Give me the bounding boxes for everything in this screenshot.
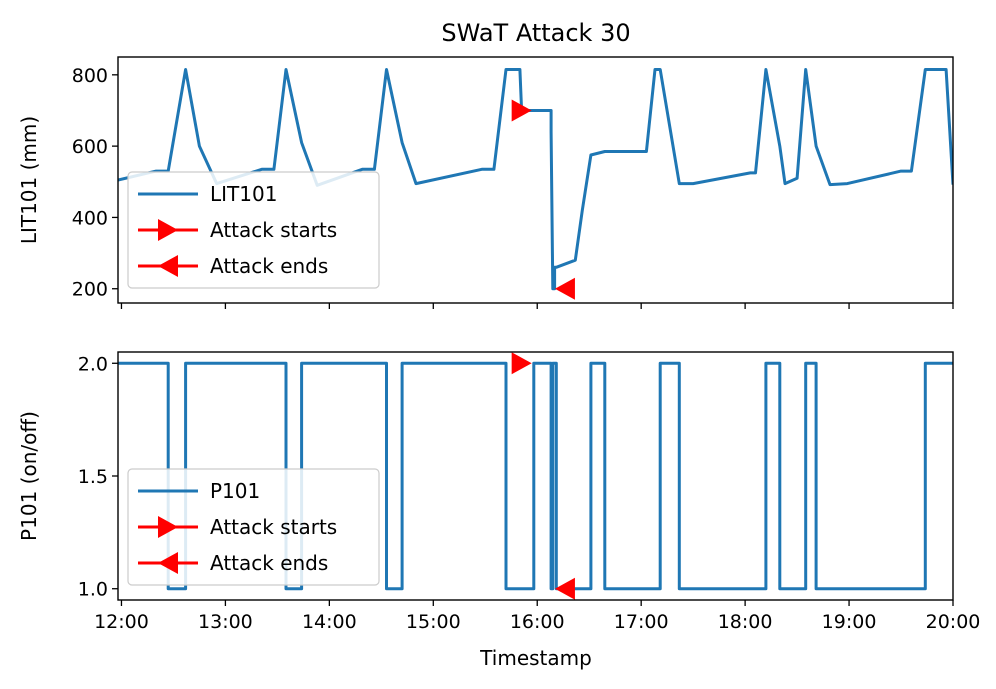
top-legend-label: LIT101 xyxy=(210,182,277,206)
top-legend-label: Attack starts xyxy=(210,218,337,242)
bottom-y-tick-label: 1.0 xyxy=(78,579,108,601)
bottom-legend: P101 Attack starts Attack ends xyxy=(127,468,380,586)
x-tick-label: 13:00 xyxy=(198,611,253,633)
x-tick-label: 18:00 xyxy=(718,611,773,633)
top-plot-area: 200 400 600 800 LIT101 Attack starts Attack en… xyxy=(72,56,954,309)
chart-title: SWaT Attack 30 xyxy=(441,19,630,47)
bottom-legend-marker xyxy=(158,516,178,538)
top-y-tick-label: 800 xyxy=(72,65,108,87)
top-y-axis-label: LIT101 (mm) xyxy=(17,116,41,244)
top-y-tick-label: 200 xyxy=(72,279,108,301)
top-legend-marker xyxy=(158,255,178,277)
top-legend-box xyxy=(127,171,380,289)
top-legend-marker xyxy=(158,219,178,241)
x-tick-label: 15:00 xyxy=(406,611,461,633)
bottom-legend-box xyxy=(127,468,380,586)
x-tick-label: 14:00 xyxy=(302,611,357,633)
bottom-marker-attack-end xyxy=(554,577,575,600)
bottom-marker-attack-start xyxy=(511,352,532,375)
bottom-legend-label: P101 xyxy=(210,479,260,503)
bottom-legend-label: Attack ends xyxy=(210,551,328,575)
bottom-y-tick-label: 1.5 xyxy=(78,466,108,488)
top-y-tick-label: 600 xyxy=(72,136,108,158)
x-tick-label: 17:00 xyxy=(614,611,669,633)
bottom-series-line-p101 xyxy=(118,361,953,591)
top-panel: LIT101 (mm) 200 400 600 800 LIT101 Attack sta… xyxy=(17,56,954,309)
top-series-line-lit101 xyxy=(118,68,953,291)
top-legend-label: Attack ends xyxy=(210,254,328,278)
bottom-y-axis-label: P101 (on/off) xyxy=(17,411,41,541)
x-axis-label: Timestamp xyxy=(479,646,592,670)
top-y-tick-label: 400 xyxy=(72,207,108,229)
bottom-panel: P101 (on/off) 12:00 13:00 14:00 15:00 16:00 1… xyxy=(17,351,981,633)
top-marker-attack-start xyxy=(511,99,532,122)
x-tick-label: 16:00 xyxy=(510,611,565,633)
top-axes-frame xyxy=(117,56,954,304)
bottom-legend-label: Attack starts xyxy=(210,515,337,539)
x-tick-label: 20:00 xyxy=(926,611,981,633)
bottom-y-tick-label: 2.0 xyxy=(78,353,108,375)
x-tick-label: 19:00 xyxy=(822,611,877,633)
top-legend: LIT101 Attack starts Attack ends xyxy=(127,171,380,289)
bottom-legend-marker xyxy=(158,552,178,574)
bottom-plot-area: 12:00 13:00 14:00 15:00 16:00 17:00 18:00 19:00… xyxy=(78,351,981,633)
x-tick-label: 12:00 xyxy=(94,611,149,633)
top-marker-attack-end xyxy=(554,277,575,300)
